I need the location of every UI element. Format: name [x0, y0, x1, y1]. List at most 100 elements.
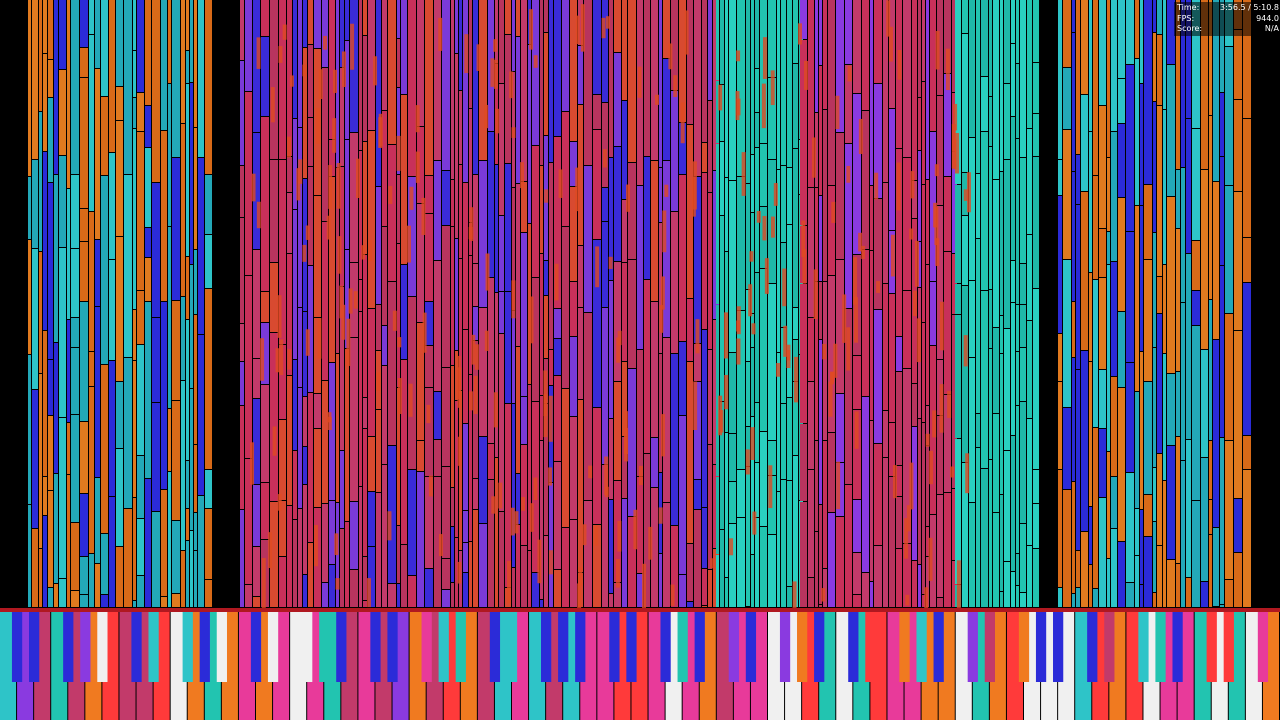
note-fleck — [950, 466, 955, 478]
note-fleck — [724, 374, 729, 410]
note-fleck — [296, 168, 301, 201]
note — [1058, 196, 1062, 333]
note — [1157, 454, 1162, 545]
note — [637, 477, 643, 573]
note-fleck — [594, 525, 599, 546]
note — [702, 143, 707, 172]
note — [521, 546, 527, 607]
note — [95, 240, 100, 306]
note — [505, 292, 511, 403]
note — [329, 501, 335, 564]
note — [512, 404, 515, 567]
note — [417, 323, 424, 440]
note — [298, 308, 302, 387]
note — [451, 366, 454, 487]
note — [889, 294, 895, 422]
note — [345, 250, 349, 348]
note — [540, 600, 543, 607]
note — [89, 352, 94, 386]
note — [172, 301, 180, 400]
note — [808, 578, 814, 607]
note — [279, 557, 286, 607]
note-fleck — [376, 372, 381, 391]
note — [1020, 0, 1026, 157]
note — [101, 0, 108, 96]
note — [303, 0, 307, 47]
note — [570, 520, 577, 607]
note-fleck — [858, 232, 863, 252]
note — [836, 394, 844, 462]
note-fleck — [529, 9, 534, 50]
note — [793, 308, 798, 339]
note — [161, 490, 167, 596]
note — [981, 469, 988, 607]
note — [71, 523, 79, 590]
note — [382, 366, 387, 464]
note — [614, 53, 621, 146]
note-fleck — [939, 384, 944, 433]
note — [388, 0, 396, 144]
note — [512, 568, 515, 607]
note — [1089, 132, 1092, 272]
note-fleck — [323, 35, 328, 50]
note-fleck — [668, 43, 673, 70]
note — [628, 0, 636, 162]
note — [1213, 182, 1219, 339]
note — [760, 269, 767, 431]
note — [562, 528, 569, 607]
note — [190, 0, 193, 82]
note — [793, 382, 798, 455]
note — [870, 421, 873, 581]
note — [1176, 170, 1180, 228]
note-fleck — [341, 304, 346, 340]
note — [397, 584, 400, 607]
note — [737, 0, 745, 176]
note — [800, 40, 807, 225]
note — [720, 402, 724, 529]
note — [609, 158, 613, 280]
note — [1234, 30, 1242, 99]
note — [1234, 192, 1242, 330]
note-fleck — [438, 17, 443, 51]
note — [499, 292, 504, 333]
note — [43, 331, 47, 476]
note — [43, 54, 47, 151]
note — [194, 0, 197, 127]
note — [314, 429, 321, 507]
note-fleck — [770, 70, 775, 106]
note — [903, 0, 911, 157]
note — [67, 189, 70, 319]
note-fleck — [684, 10, 689, 55]
black-key — [1053, 612, 1064, 682]
note — [388, 145, 396, 281]
note — [1000, 354, 1003, 494]
note — [944, 493, 951, 607]
note — [870, 0, 873, 185]
note — [687, 0, 693, 124]
note — [793, 456, 798, 607]
note — [1192, 241, 1200, 290]
note — [137, 0, 144, 92]
note-fleck — [509, 71, 514, 99]
note — [659, 168, 662, 222]
note — [981, 77, 988, 131]
note — [287, 506, 292, 607]
note — [401, 545, 407, 607]
note — [101, 595, 108, 607]
note-fleck — [916, 318, 921, 363]
note — [89, 0, 94, 34]
note-fleck — [474, 344, 479, 370]
note — [845, 144, 852, 308]
note-fleck — [580, 4, 585, 52]
note — [186, 0, 189, 50]
note — [694, 510, 701, 607]
note — [1089, 273, 1092, 361]
note — [1243, 436, 1251, 469]
note — [194, 513, 197, 550]
black-key — [80, 612, 91, 682]
note-fleck — [861, 245, 866, 259]
note — [570, 417, 577, 519]
note — [345, 0, 349, 40]
note-fleck — [286, 136, 291, 158]
note-fleck — [783, 325, 788, 357]
